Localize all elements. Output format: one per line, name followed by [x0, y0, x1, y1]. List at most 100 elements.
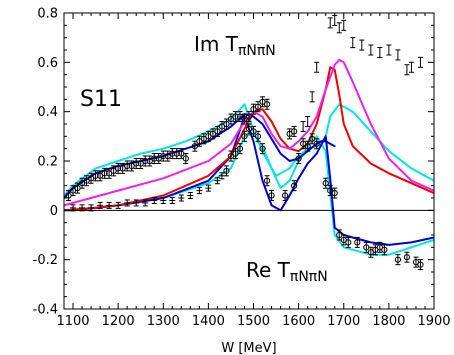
x-tick-label: 1100	[56, 314, 89, 329]
data-point-re	[412, 256, 420, 268]
data-point-im	[309, 91, 315, 103]
data-point-im	[314, 61, 320, 73]
data-point-im	[350, 37, 356, 49]
data-point-re	[187, 192, 194, 200]
x-tick-label: 1300	[147, 314, 180, 329]
data-point-re	[281, 190, 289, 202]
data-point-im	[173, 148, 180, 160]
data-point-re	[254, 130, 262, 142]
data-point-im	[300, 120, 306, 132]
data-point-im	[286, 128, 293, 140]
data-point-re	[340, 234, 347, 246]
data-point-re	[245, 123, 253, 135]
data-point-im	[417, 56, 423, 68]
data-point-im	[291, 125, 298, 137]
y-tick-label: 0.6	[37, 56, 58, 71]
partial-wave-label: S11	[80, 87, 122, 112]
data-point-re	[268, 190, 275, 202]
curve-im-5	[64, 58, 434, 207]
data-point-re	[196, 187, 203, 195]
imaginary-part-label: Im TπNπN	[194, 32, 276, 59]
data-point-re	[133, 199, 140, 207]
data-point-im	[305, 116, 311, 128]
data-point-im	[386, 44, 392, 56]
data-point-im	[164, 150, 171, 162]
data-point-re	[250, 125, 257, 137]
data-point-im	[119, 162, 126, 174]
data-point-re	[160, 196, 167, 204]
data-point-im	[245, 111, 253, 123]
x-tick-label: 1200	[102, 314, 135, 329]
data-point-im	[69, 185, 77, 197]
data-point-im	[236, 111, 244, 123]
data-point-im	[110, 165, 117, 177]
data-point-re	[354, 236, 361, 248]
data-point-im	[241, 113, 248, 125]
data-point-im	[196, 135, 203, 147]
curve-re-1	[64, 132, 434, 256]
data-point-im	[209, 128, 217, 140]
data-point-re	[376, 241, 383, 253]
curve-im-0	[64, 103, 434, 197]
data-point-im	[106, 167, 113, 179]
x-tick-label: 1500	[237, 314, 270, 329]
curve-im-4	[64, 66, 434, 212]
data-point-re	[223, 165, 230, 177]
x-axis-label: W [MeV]	[221, 341, 276, 355]
data-point-im	[250, 103, 257, 115]
data-point-re	[313, 138, 320, 150]
imaginary-part-subscript: πNπN	[238, 43, 276, 59]
data-point-re	[241, 130, 248, 142]
data-point-re	[291, 180, 298, 192]
data-point-im	[232, 111, 239, 123]
y-tick-label: 0.2	[37, 155, 58, 170]
data-point-re	[97, 201, 104, 209]
y-tick-label: 0	[50, 204, 58, 219]
imaginary-part-main: Im T	[194, 32, 239, 56]
data-point-im	[83, 175, 90, 187]
data-point-re	[115, 201, 122, 209]
data-point-im	[259, 96, 266, 108]
data-point-im	[137, 157, 144, 169]
chart-labels: S11 Im TπNπN Re TπNπN W [MeV]	[80, 32, 328, 355]
data-point-im	[96, 170, 104, 182]
real-part-label: Re TπNπN	[246, 258, 328, 285]
data-point-re	[331, 187, 338, 199]
data-point-im	[124, 160, 131, 172]
data-point-im	[205, 130, 212, 142]
x-tick-label: 1400	[192, 314, 225, 329]
axes: 1100 1200 1300 1400 1500 1600 1700 1800 1900 -0.4…	[33, 7, 451, 330]
data-point-re	[300, 138, 307, 150]
data-point-im	[263, 98, 271, 110]
data-point-im	[336, 22, 342, 34]
data-point-im	[133, 157, 140, 169]
y-tick-label: -0.4	[33, 303, 58, 318]
data-point-im	[395, 49, 401, 61]
data-point-im	[101, 167, 108, 179]
data-point-im	[142, 155, 149, 167]
data-point-im	[92, 170, 99, 182]
data-point-re	[205, 184, 212, 192]
data-point-re	[327, 185, 334, 197]
data-point-im	[115, 162, 122, 174]
data-point-im	[332, 14, 338, 26]
data-point-re	[236, 143, 244, 155]
data-point-re	[322, 177, 329, 189]
data-point-re	[214, 177, 221, 185]
data-point-im	[151, 153, 158, 165]
data-point-re	[381, 244, 388, 256]
data-point-im	[155, 153, 162, 165]
data-point-im	[78, 177, 86, 189]
data-point-re	[227, 150, 235, 162]
data-point-im	[128, 160, 135, 172]
data-point-re	[372, 244, 379, 256]
data-point-im	[87, 172, 95, 184]
data-point-re	[178, 194, 185, 202]
y-tick-label: -0.2	[33, 253, 58, 268]
data-point-im	[408, 61, 414, 73]
y-tick-label: 0.4	[37, 105, 58, 120]
x-tick-label: 1700	[327, 314, 360, 329]
data-point-re	[295, 153, 302, 165]
data-point-im	[169, 148, 176, 160]
real-part-main: Re T	[246, 258, 291, 282]
